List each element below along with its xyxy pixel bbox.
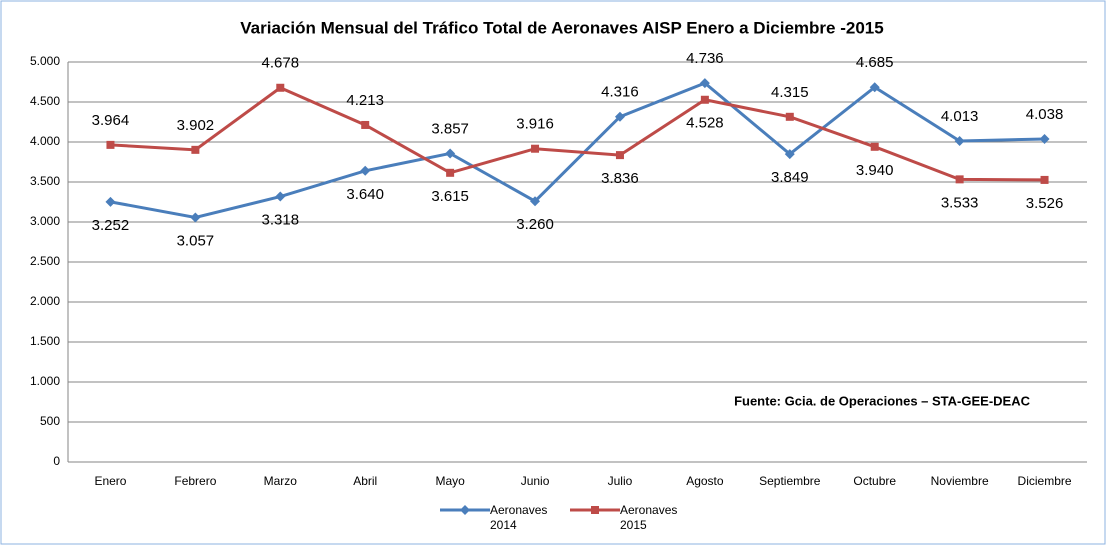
data-label: 3.964: [92, 112, 130, 129]
series-line: [110, 81, 1045, 219]
data-label: 4.213: [346, 92, 384, 109]
x-tick-label: Septiembre: [759, 474, 821, 488]
marker: [784, 149, 795, 160]
y-tick-label: 2.500: [30, 254, 60, 268]
data-label: 3.615: [431, 188, 469, 205]
marker: [1039, 133, 1050, 144]
marker: [955, 175, 964, 184]
legend-marker: [591, 506, 599, 514]
data-label: 3.526: [1026, 195, 1064, 212]
y-tick-label: 5.000: [30, 54, 60, 68]
y-tick-label: 500: [40, 414, 60, 428]
data-label: 3.252: [92, 217, 130, 234]
data-label: 4.038: [1026, 106, 1064, 123]
marker: [191, 145, 200, 154]
data-label: 3.836: [601, 170, 639, 187]
marker: [530, 196, 541, 207]
data-label: 4.315: [771, 84, 809, 101]
x-tick-label: Agosto: [686, 474, 724, 488]
annotation: Fuente: Gcia. de Operaciones – STA-GEE-D…: [734, 393, 1031, 408]
data-label: 4.013: [941, 108, 979, 125]
data-label: 3.857: [431, 120, 469, 137]
data-label: 4.528: [686, 115, 724, 132]
marker: [700, 95, 709, 104]
data-label: 3.057: [177, 232, 215, 249]
y-tick-label: 3.000: [30, 214, 60, 228]
marker: [699, 78, 710, 89]
marker: [531, 144, 540, 153]
data-label: 3.916: [516, 116, 554, 133]
x-tick-label: Diciembre: [1018, 474, 1072, 488]
x-tick-label: Octubre: [853, 474, 896, 488]
y-tick-label: 1.500: [30, 334, 60, 348]
data-label: 3.318: [262, 212, 300, 229]
y-tick-label: 3.500: [30, 174, 60, 188]
marker: [785, 112, 794, 121]
x-tick-label: Abril: [353, 474, 377, 488]
x-tick-label: Mayo: [435, 474, 465, 488]
x-tick-label: Marzo: [264, 474, 298, 488]
marker: [275, 191, 286, 202]
data-label: 4.685: [856, 54, 894, 71]
marker: [105, 196, 116, 207]
y-tick-label: 4.500: [30, 94, 60, 108]
marker: [190, 212, 201, 223]
marker: [870, 142, 879, 151]
legend-label: Aeronaves 2015: [620, 503, 678, 532]
y-tick-label: 4.000: [30, 134, 60, 148]
data-label: 4.678: [262, 55, 300, 72]
data-label: 3.260: [516, 216, 554, 233]
marker: [446, 168, 455, 177]
marker: [615, 151, 624, 160]
data-label: 3.902: [177, 117, 215, 134]
y-tick-label: 2.000: [30, 294, 60, 308]
data-label: 3.940: [856, 162, 894, 179]
marker: [361, 120, 370, 129]
data-label: 3.640: [346, 186, 384, 203]
marker: [1040, 175, 1049, 184]
data-label: 4.736: [686, 50, 724, 67]
x-tick-label: Junio: [521, 474, 550, 488]
marker: [276, 83, 285, 92]
legend-marker: [460, 505, 470, 515]
y-tick-label: 1.000: [30, 374, 60, 388]
marker: [614, 111, 625, 122]
marker: [954, 135, 965, 146]
data-label: 4.316: [601, 84, 639, 101]
x-tick-label: Noviembre: [931, 474, 989, 488]
data-label: 3.849: [771, 169, 809, 186]
chart-title: Variación Mensual del Tráfico Total de A…: [240, 18, 883, 37]
series-line: [110, 86, 1045, 182]
marker: [360, 165, 371, 176]
marker: [869, 82, 880, 93]
legend-label: Aeronaves 2014: [490, 503, 548, 532]
y-tick-label: 0: [53, 454, 60, 468]
marker: [106, 140, 115, 149]
x-tick-label: Enero: [94, 474, 126, 488]
x-tick-label: Julio: [608, 474, 633, 488]
data-label: 3.533: [941, 194, 979, 211]
marker: [445, 148, 456, 159]
x-tick-label: Febrero: [174, 474, 216, 488]
